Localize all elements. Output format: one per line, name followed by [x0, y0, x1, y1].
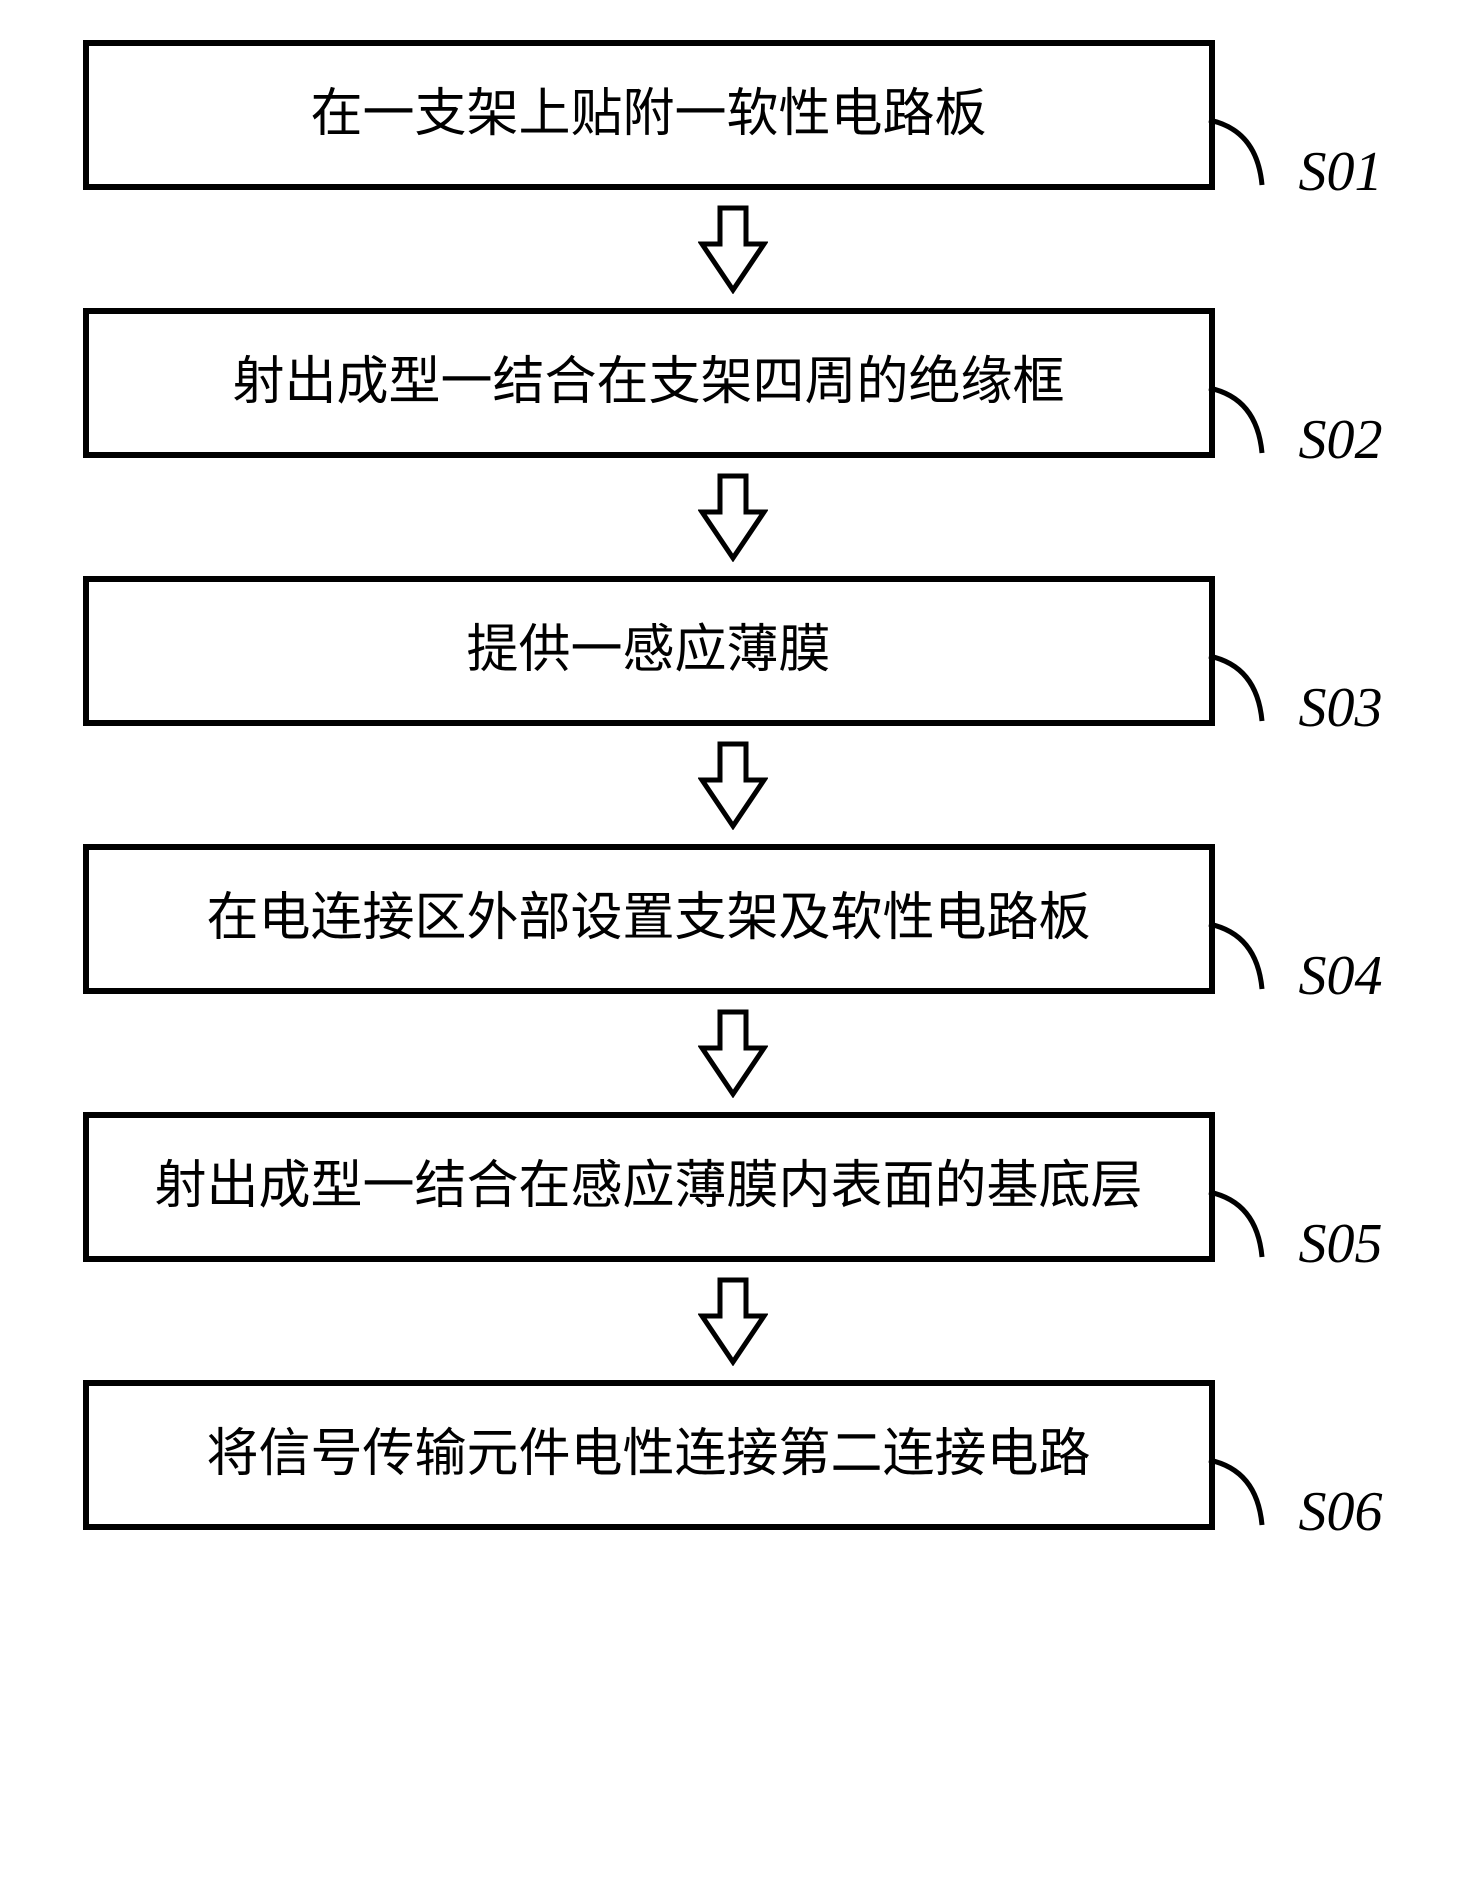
step-label: S02 [1299, 408, 1383, 472]
step-row: 射出成型一结合在支架四周的绝缘框 S02 [83, 308, 1383, 458]
step-text: 提供一感应薄膜 [466, 620, 830, 682]
label-connector: S04 [1207, 844, 1383, 994]
step-row: 射出成型一结合在感应薄膜内表面的基底层 S05 [83, 1112, 1383, 1262]
step-text: 将信号传输元件电性连接第二连接电路 [206, 1424, 1090, 1486]
arrow-down-icon [698, 204, 768, 294]
connector-curve-icon [1207, 1172, 1297, 1262]
step-label: S01 [1299, 140, 1383, 204]
label-connector: S06 [1207, 1380, 1383, 1530]
step-box-s06: 将信号传输元件电性连接第二连接电路 [83, 1380, 1215, 1530]
arrow-down-icon [698, 1276, 768, 1366]
step-box-s02: 射出成型一结合在支架四周的绝缘框 [83, 308, 1215, 458]
connector-curve-icon [1207, 368, 1297, 458]
step-text: 射出成型一结合在支架四周的绝缘框 [232, 352, 1064, 414]
label-connector: S05 [1207, 1112, 1383, 1262]
connector-curve-icon [1207, 904, 1297, 994]
label-connector: S01 [1207, 40, 1383, 190]
step-box-s01: 在一支架上贴附一软性电路板 [83, 40, 1215, 190]
step-text: 在一支架上贴附一软性电路板 [310, 84, 986, 146]
step-text: 射出成型一结合在感应薄膜内表面的基底层 [154, 1156, 1142, 1218]
arrow-down-icon [698, 740, 768, 830]
step-label: S06 [1299, 1480, 1383, 1544]
step-label: S03 [1299, 676, 1383, 740]
arrow-container [83, 1262, 1383, 1380]
step-row: 在电连接区外部设置支架及软性电路板 S04 [83, 844, 1383, 994]
step-box-s05: 射出成型一结合在感应薄膜内表面的基底层 [83, 1112, 1215, 1262]
arrow-container [83, 994, 1383, 1112]
connector-curve-icon [1207, 1440, 1297, 1530]
step-row: 将信号传输元件电性连接第二连接电路 S06 [83, 1380, 1383, 1530]
arrow-container [83, 190, 1383, 308]
label-connector: S03 [1207, 576, 1383, 726]
arrow-container [83, 726, 1383, 844]
step-label: S05 [1299, 1212, 1383, 1276]
step-text: 在电连接区外部设置支架及软性电路板 [206, 888, 1090, 950]
connector-curve-icon [1207, 636, 1297, 726]
step-box-s03: 提供一感应薄膜 [83, 576, 1215, 726]
step-label: S04 [1299, 944, 1383, 1008]
flowchart-container: 在一支架上贴附一软性电路板 S01 射出成型一结合在支架四周的绝缘框 S02 [83, 40, 1383, 1530]
step-row: 提供一感应薄膜 S03 [83, 576, 1383, 726]
arrow-down-icon [698, 1008, 768, 1098]
step-row: 在一支架上贴附一软性电路板 S01 [83, 40, 1383, 190]
arrow-container [83, 458, 1383, 576]
label-connector: S02 [1207, 308, 1383, 458]
step-box-s04: 在电连接区外部设置支架及软性电路板 [83, 844, 1215, 994]
connector-curve-icon [1207, 100, 1297, 190]
arrow-down-icon [698, 472, 768, 562]
